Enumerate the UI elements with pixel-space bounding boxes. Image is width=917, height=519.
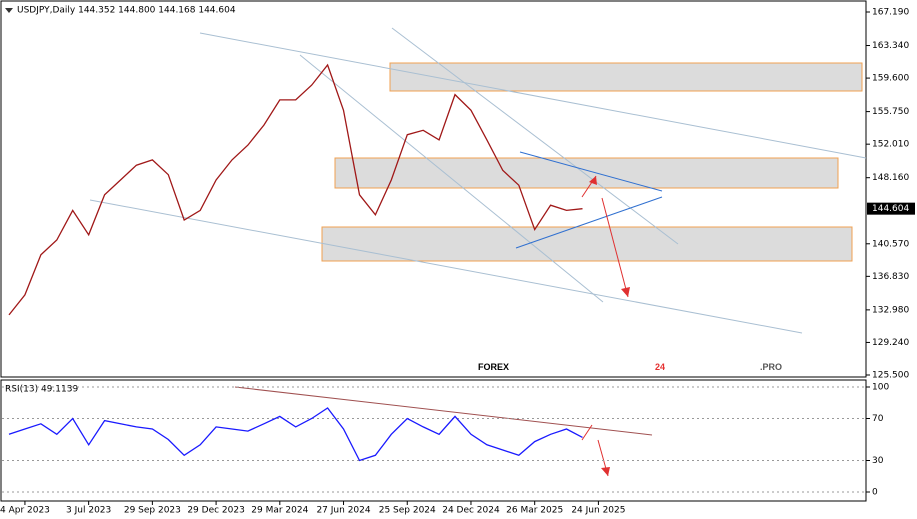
x-tick-label: 27 Jun 2024: [316, 506, 370, 516]
y-tick-label: 167.190: [872, 8, 909, 18]
x-tick-label: 24 Dec 2024: [442, 506, 500, 516]
rsi-title: RSI(13) 49.1139: [5, 385, 78, 395]
last-price-box: [867, 202, 915, 215]
rsi-panel: [0, 379, 867, 502]
y-tick-label: 0: [872, 488, 878, 498]
x-tick-label: 29 Sep 2023: [124, 506, 181, 516]
x-tick-label: 4 Apr 2023: [0, 506, 50, 516]
price-line: [8, 63, 583, 316]
y-tick-label: 152.010: [872, 140, 909, 150]
arrow-head: [589, 176, 597, 185]
y-tick-label: 136.830: [872, 272, 909, 282]
y-tick-label: 125.500: [872, 371, 909, 381]
y-tick-label: 140.570: [872, 239, 909, 249]
trend-line: [199, 32, 867, 159]
watermark: FOREX 24 .PRO: [478, 362, 782, 372]
trend-line: [519, 151, 663, 192]
price-line: [8, 407, 583, 462]
y-tick-label: 70: [872, 414, 884, 424]
x-tick-label: 26 Mar 2025: [506, 506, 563, 516]
trend-line: [234, 386, 653, 436]
y-tick-label: 159.600: [872, 74, 909, 84]
arrow-head: [601, 467, 610, 476]
x-tick-label: 29 Mar 2024: [251, 506, 308, 516]
arrow: [581, 424, 593, 441]
y-tick-label: 148.160: [872, 173, 909, 183]
y-tick-label: 100: [872, 383, 889, 393]
trend-line: [515, 196, 663, 249]
zone: [334, 157, 839, 189]
menu-icon[interactable]: [5, 8, 13, 13]
x-tick-label: 24 Jun 2025: [571, 506, 625, 516]
zone: [389, 62, 863, 92]
y-tick-label: 155.750: [872, 107, 909, 117]
watermark-text: 24: [655, 362, 665, 372]
trend-line: [89, 199, 803, 334]
x-tick-label: 29 Dec 2023: [187, 506, 245, 516]
y-tick-label: 163.340: [872, 41, 909, 51]
watermark-text: FOREX: [478, 362, 509, 372]
watermark-text: .PRO: [760, 362, 782, 372]
y-tick-label: 129.240: [872, 338, 909, 348]
last-price-label: 144.604: [872, 204, 909, 214]
annotations: [89, 27, 867, 477]
trend-line: [299, 54, 604, 303]
zone: [321, 226, 853, 262]
x-tick-label: 25 Sep 2024: [379, 506, 436, 516]
x-tick-label: 3 Jul 2023: [66, 506, 111, 516]
y-tick-label: 132.980: [872, 305, 909, 315]
y-tick-label: 30: [872, 456, 884, 466]
price-title: USDJPY,Daily 144.352 144.800 144.168 144…: [17, 6, 236, 16]
arrow: [601, 197, 629, 298]
arrow-head: [621, 287, 630, 297]
